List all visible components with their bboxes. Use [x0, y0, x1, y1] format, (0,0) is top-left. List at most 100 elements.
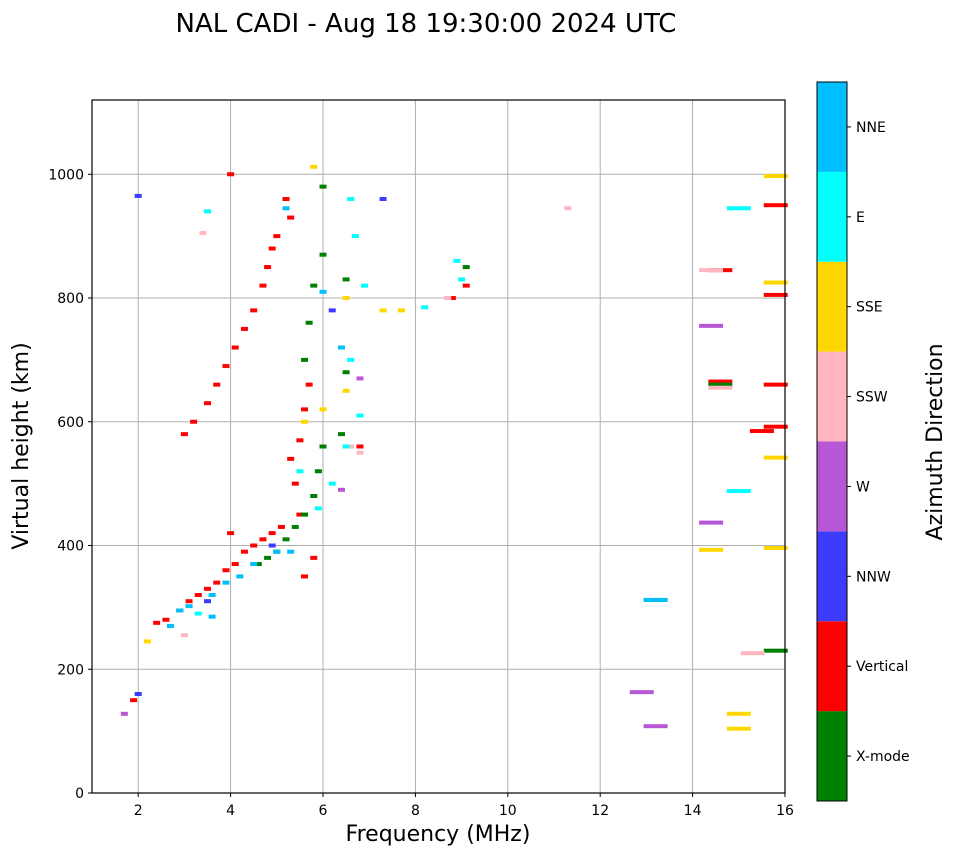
echo-point-vertical [301, 407, 309, 412]
echo-point-ssw [708, 385, 733, 390]
echo-point-e [347, 357, 355, 362]
echo-point-x-mode [319, 444, 327, 449]
x-tick-label: 16 [776, 803, 794, 819]
echo-point-e [342, 444, 350, 449]
echo-point-e [726, 206, 751, 211]
echo-point-e [328, 481, 336, 486]
echo-point-w [120, 711, 128, 716]
echo-point-ssw [347, 444, 355, 449]
echo-point-x-mode [763, 648, 788, 653]
x-tick-label: 10 [499, 803, 517, 819]
echo-point-ssw [356, 450, 364, 455]
echo-point-x-mode [291, 524, 299, 529]
echo-point-vertical [240, 549, 248, 554]
echo-point-e [421, 305, 429, 310]
echo-point-vertical [763, 424, 788, 429]
echo-point-ssw [444, 296, 452, 300]
echo-point-vertical [296, 438, 304, 443]
echo-point-w [699, 323, 724, 328]
echo-point-x-mode [254, 562, 262, 567]
echo-points [120, 164, 788, 731]
echo-point-x-mode [319, 184, 327, 189]
y-axis-label: Virtual height (km) [9, 342, 34, 549]
echo-point-vertical [296, 512, 304, 517]
echo-point-sse [301, 419, 309, 424]
echo-point-x-mode [342, 277, 350, 282]
echo-point-sse [342, 388, 350, 393]
echo-point-vertical [231, 562, 239, 567]
echo-point-x-mode [342, 370, 350, 375]
echo-point-vertical [301, 574, 309, 579]
x-axis-label: Frequency (MHz) [346, 822, 531, 847]
echo-point-nnw [134, 193, 142, 198]
grid [92, 100, 786, 793]
echo-point-nnw [204, 599, 211, 604]
echo-point-nne [208, 593, 216, 597]
colorbar-swatch [817, 351, 847, 442]
echo-point-vertical [277, 524, 285, 529]
echo-point-nne [167, 623, 175, 628]
echo-point-vertical [250, 543, 258, 548]
echo-point-nne [273, 549, 281, 554]
colorbar-tick-label: NNE [856, 120, 886, 136]
echo-point-sse [763, 174, 788, 179]
echo-point-nne [185, 604, 193, 609]
y-tick-label: 800 [57, 291, 84, 307]
echo-point-x-mode [462, 265, 470, 270]
colorbar-swatch [817, 261, 847, 352]
echo-point-x-mode [305, 320, 313, 325]
echo-point-ssw [564, 206, 572, 211]
colorbar-tick-label: SSE [856, 300, 883, 316]
echo-point-sse [763, 280, 788, 285]
echo-point-sse [699, 547, 724, 552]
echo-point-sse [726, 726, 751, 731]
echo-point-nne [337, 345, 345, 350]
echo-point-vertical [749, 429, 774, 434]
echo-point-x-mode [319, 252, 327, 257]
x-axis: 2 4 6 8 10 12 14 16 [134, 793, 794, 819]
echo-point-vertical [222, 364, 230, 369]
echo-point-nne [208, 614, 216, 619]
colorbar-tick-label: X-mode [856, 749, 910, 765]
x-tick-label: 6 [319, 803, 328, 819]
y-tick-label: 200 [57, 662, 84, 678]
echo-point-sse [398, 308, 406, 313]
echo-point-x-mode [282, 537, 290, 542]
colorbar-tick-label: W [856, 479, 870, 495]
x-tick-label: 14 [684, 803, 702, 819]
echo-point-e [458, 277, 466, 282]
echo-point-sse [763, 545, 788, 550]
echo-point-sse [319, 407, 327, 412]
echo-point-vertical [204, 401, 211, 406]
echo-point-vertical [763, 203, 788, 208]
echo-point-e [296, 469, 304, 474]
echo-point-sse [143, 639, 151, 644]
echo-point-nne [222, 580, 230, 585]
echo-point-e [726, 489, 751, 494]
colorbar-swatch [817, 441, 847, 532]
echo-point-ssw [199, 231, 207, 236]
echo-point-vertical [310, 555, 318, 560]
colorbar-swatch [817, 531, 847, 622]
echo-point-vertical [763, 292, 788, 297]
echo-point-nnw [379, 197, 387, 201]
colorbar-tick-label: E [856, 210, 865, 226]
x-tick-label: 12 [591, 803, 609, 819]
echo-point-x-mode [301, 512, 309, 517]
colorbar: X-mode Vertical NNW W SSW SSE E NNE [816, 81, 910, 802]
echo-point-nne [319, 289, 327, 294]
echo-point-vertical [259, 283, 267, 288]
echo-point-e [347, 197, 355, 201]
echo-point-sse [342, 296, 350, 300]
colorbar-swatch [817, 621, 847, 712]
echo-point-ssw [740, 651, 765, 656]
echo-point-vertical [448, 296, 456, 300]
echo-point-x-mode [314, 469, 322, 474]
echo-point-w [337, 487, 345, 492]
echo-point-vertical [227, 172, 235, 177]
colorbar-swatch [817, 171, 847, 262]
echo-point-vertical [190, 419, 198, 424]
echo-point-sse [726, 711, 751, 716]
echo-point-ssw [180, 633, 188, 638]
